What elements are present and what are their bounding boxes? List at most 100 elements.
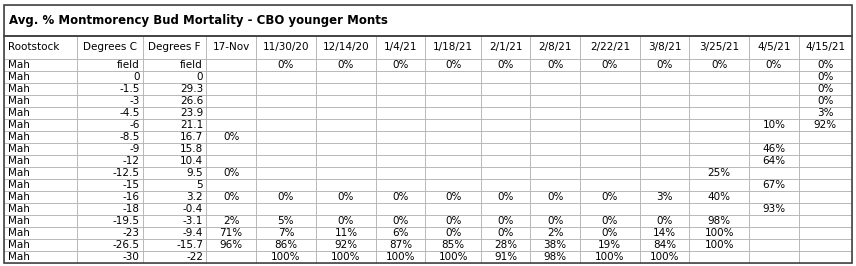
Bar — [481, 251, 531, 263]
Bar — [206, 203, 256, 215]
Bar — [531, 59, 580, 70]
Bar — [143, 227, 206, 239]
Bar — [749, 59, 799, 70]
Bar — [77, 107, 143, 119]
Bar — [689, 131, 749, 143]
Bar — [206, 227, 256, 239]
Bar — [689, 119, 749, 131]
Bar — [376, 36, 425, 59]
Text: Mah: Mah — [8, 84, 30, 94]
Bar — [799, 203, 852, 215]
Bar — [206, 70, 256, 83]
Bar — [481, 239, 531, 251]
Bar — [4, 227, 77, 239]
Bar — [143, 70, 206, 83]
Bar — [77, 36, 143, 59]
Text: -23: -23 — [122, 228, 140, 238]
Text: 19%: 19% — [598, 240, 621, 250]
Bar — [639, 155, 689, 167]
Bar — [77, 203, 143, 215]
Bar — [143, 251, 206, 263]
Bar — [316, 191, 376, 203]
Text: 0%: 0% — [602, 216, 618, 226]
Bar — [77, 131, 143, 143]
Text: Degrees C: Degrees C — [83, 42, 137, 52]
Bar — [376, 119, 425, 131]
Text: 0%: 0% — [817, 96, 834, 106]
Bar — [580, 179, 639, 191]
Text: 0%: 0% — [392, 60, 409, 69]
Bar — [531, 227, 580, 239]
Text: -6: -6 — [129, 120, 140, 130]
Bar — [256, 83, 316, 95]
Bar — [799, 167, 852, 179]
Bar — [580, 36, 639, 59]
Text: -26.5: -26.5 — [112, 240, 140, 250]
Bar — [639, 179, 689, 191]
Bar — [531, 167, 580, 179]
Bar — [376, 155, 425, 167]
Bar — [639, 239, 689, 251]
Bar — [481, 70, 531, 83]
Bar — [4, 167, 77, 179]
Bar — [376, 203, 425, 215]
Text: -3.1: -3.1 — [182, 216, 203, 226]
Bar — [749, 36, 799, 59]
Text: 0%: 0% — [766, 60, 782, 69]
Bar — [143, 95, 206, 107]
Bar — [425, 227, 481, 239]
Bar — [4, 5, 852, 36]
Bar — [639, 59, 689, 70]
Bar — [256, 179, 316, 191]
Bar — [580, 227, 639, 239]
Bar — [799, 83, 852, 95]
Text: field: field — [116, 60, 140, 69]
Bar — [206, 59, 256, 70]
Text: 71%: 71% — [220, 228, 243, 238]
Bar — [749, 119, 799, 131]
Text: -12.5: -12.5 — [112, 168, 140, 178]
Text: 0%: 0% — [497, 228, 514, 238]
Bar — [749, 95, 799, 107]
Text: 92%: 92% — [814, 120, 837, 130]
Text: 0%: 0% — [547, 216, 563, 226]
Text: -16: -16 — [122, 192, 140, 202]
Bar — [580, 203, 639, 215]
Bar — [531, 119, 580, 131]
Text: 0%: 0% — [445, 228, 461, 238]
Bar — [481, 215, 531, 227]
Bar — [376, 239, 425, 251]
Text: 85%: 85% — [442, 240, 465, 250]
Bar — [77, 227, 143, 239]
Text: 0%: 0% — [817, 84, 834, 94]
Text: -18: -18 — [122, 204, 140, 214]
Bar — [689, 203, 749, 215]
Bar — [316, 119, 376, 131]
Bar — [531, 143, 580, 155]
Bar — [425, 83, 481, 95]
Bar — [143, 179, 206, 191]
Bar — [376, 215, 425, 227]
Bar — [481, 155, 531, 167]
Bar — [425, 167, 481, 179]
Text: -9: -9 — [129, 144, 140, 154]
Bar — [531, 251, 580, 263]
Bar — [689, 215, 749, 227]
Bar — [316, 95, 376, 107]
Bar — [206, 251, 256, 263]
Text: 0%: 0% — [223, 168, 240, 178]
Bar — [639, 203, 689, 215]
Bar — [689, 191, 749, 203]
Bar — [143, 215, 206, 227]
Bar — [425, 203, 481, 215]
Bar — [206, 83, 256, 95]
Text: Avg. % Montmorency Bud Mortality - CBO younger Monts: Avg. % Montmorency Bud Mortality - CBO y… — [9, 14, 388, 27]
Text: Degrees F: Degrees F — [148, 42, 201, 52]
Bar — [256, 59, 316, 70]
Bar — [580, 167, 639, 179]
Text: 4/5/21: 4/5/21 — [758, 42, 791, 52]
Bar — [316, 70, 376, 83]
Bar — [376, 179, 425, 191]
Bar — [77, 143, 143, 155]
Bar — [481, 179, 531, 191]
